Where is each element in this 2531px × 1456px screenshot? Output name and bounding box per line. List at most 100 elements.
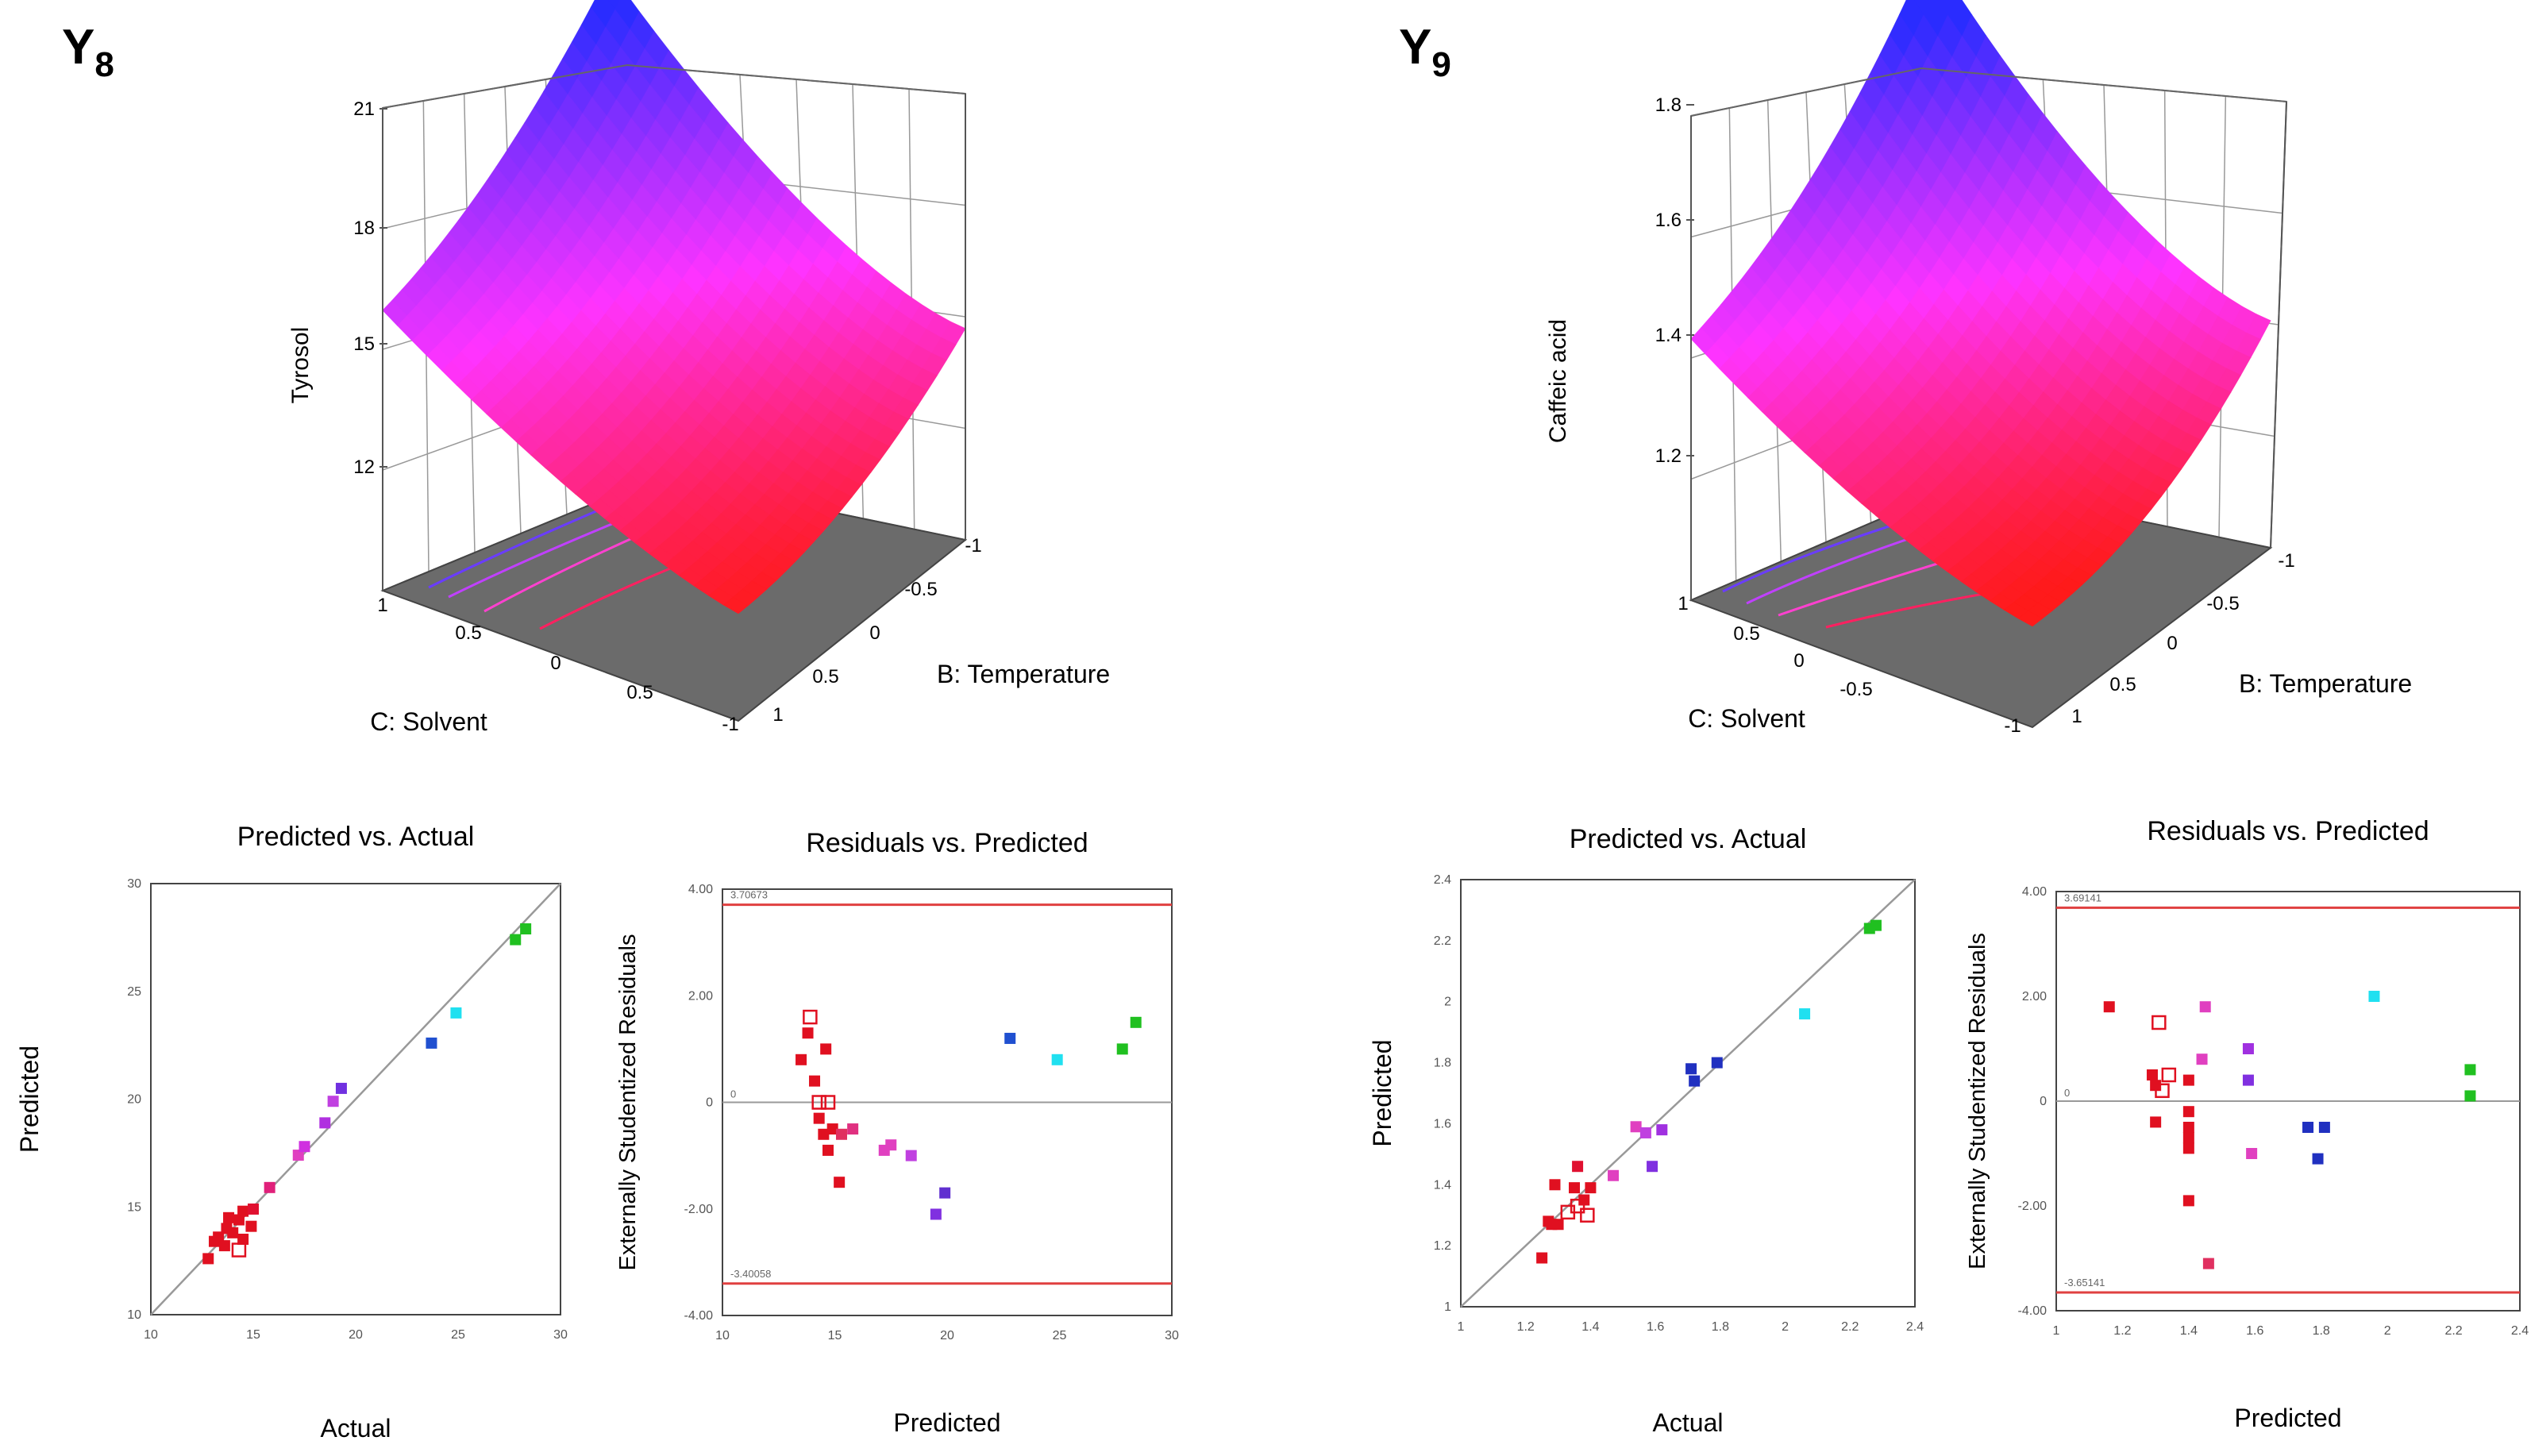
y-axis-title: Predicted	[15, 1046, 44, 1153]
data-point	[426, 1037, 437, 1049]
y-tick-label: 2.00	[688, 989, 713, 1003]
x-tick-label: 30	[1165, 1329, 1179, 1342]
y-tick-label: 2	[1444, 996, 1451, 1009]
y-tick-label: 2.2	[1434, 934, 1451, 948]
x-tick-label: 1.8	[1712, 1320, 1729, 1334]
data-point	[319, 1117, 331, 1129]
y-tick-label: -1	[965, 535, 981, 557]
y-axis-title: B: Temperature	[937, 660, 1110, 688]
panel-label: Y9	[1399, 20, 1451, 84]
data-point	[939, 1187, 951, 1199]
data-point	[1572, 1161, 1584, 1173]
x-axis-title: Actual	[321, 1414, 391, 1443]
data-point-open	[820, 1095, 836, 1110]
data-point	[802, 1027, 814, 1039]
data-point	[213, 1231, 225, 1243]
y-tick-label: -2.00	[2018, 1200, 2048, 1213]
data-point	[335, 1082, 347, 1094]
data-point	[1656, 1124, 1668, 1136]
data-point	[835, 1128, 847, 1140]
x-tick-label: 20	[940, 1329, 954, 1342]
y-axis-title: Externally Studentized Residuals	[1965, 933, 1990, 1269]
data-point	[2302, 1122, 2314, 1133]
x-tick-label: 15	[246, 1328, 260, 1342]
x-tick-label: 2.4	[2511, 1324, 2529, 1338]
x-tick-label: 0.5	[1733, 623, 1759, 645]
data-point-open	[231, 1242, 247, 1258]
x-tick-label: 15	[828, 1329, 842, 1342]
y-tick-label: 10	[127, 1308, 141, 1322]
y-tick-label: 30	[127, 877, 141, 891]
data-point	[820, 1043, 832, 1055]
y-tick-label: 0	[2040, 1095, 2047, 1108]
data-point	[930, 1208, 942, 1220]
y-tick-label: -0.5	[904, 579, 937, 600]
x-tick-label: 1.6	[1647, 1320, 1664, 1334]
data-point	[1647, 1161, 1658, 1173]
panel-label: Y8	[62, 20, 114, 84]
x-tick-label: 1.4	[2180, 1324, 2198, 1338]
data-point	[2242, 1043, 2254, 1054]
data-point	[510, 934, 522, 946]
x-tick-label: 1.4	[1581, 1320, 1599, 1334]
data-point	[1130, 1016, 1142, 1028]
data-point	[2182, 1122, 2194, 1133]
data-point	[2242, 1074, 2254, 1086]
box-top-edge	[1690, 67, 2287, 117]
x-tick-label: 10	[144, 1328, 158, 1342]
data-point	[227, 1227, 239, 1238]
data-point	[2202, 1258, 2214, 1269]
z-tick-label: 15	[353, 333, 375, 355]
x-axis-title: C: Solvent	[370, 707, 487, 736]
zero-label: 0	[2064, 1087, 2070, 1099]
x-tick-label: 1	[377, 595, 387, 616]
upper-limit-label: 3.70673	[730, 889, 768, 901]
data-point	[2318, 1122, 2330, 1133]
box-edge	[2270, 101, 2287, 549]
y-tick-label: 4.00	[688, 883, 713, 896]
data-point	[1870, 919, 1882, 931]
data-point-open	[1580, 1208, 1595, 1223]
data-point	[818, 1128, 830, 1140]
x-tick-label: 1.6	[2246, 1324, 2263, 1338]
y-tick-label: -4.00	[2018, 1304, 2048, 1318]
data-point-open	[803, 1009, 818, 1025]
data-point	[2312, 1153, 2324, 1165]
data-point	[218, 1240, 230, 1252]
y-tick-label: 1	[2071, 706, 2082, 727]
z-tick-label: 21	[353, 98, 375, 120]
data-point	[233, 1214, 245, 1226]
surface-patch	[722, 596, 749, 614]
z-tick-label: 18	[353, 218, 375, 239]
data-point	[1552, 1219, 1564, 1231]
data-point	[2103, 1001, 2115, 1013]
data-point	[1608, 1169, 1620, 1181]
predicted-vs-actual-plot: Predicted vs. Actual 10 15 20 25 30 30 25 20 15 10…	[15, 822, 568, 1443]
x-tick-label: -1	[722, 714, 738, 735]
data-point	[822, 1144, 834, 1156]
y-axis-title: Externally Studentized Residuals	[615, 934, 641, 1271]
data-point	[826, 1123, 838, 1135]
x-tick-label: 1.2	[2113, 1324, 2131, 1338]
data-point	[2196, 1053, 2208, 1065]
z-tick-label: 1.8	[1655, 94, 1682, 116]
y-tick-label: 4.00	[2022, 885, 2047, 899]
x-tick-label: 0.5	[626, 682, 653, 703]
y-tick-label: 0	[706, 1096, 713, 1110]
x-tick-label: -0.5	[1840, 679, 1872, 700]
data-point	[796, 1053, 807, 1065]
x-axis-title: C: Solvent	[1688, 704, 1805, 733]
data-point	[1569, 1182, 1580, 1194]
plot-title: Residuals vs. Predicted	[806, 828, 1088, 858]
plot-title: Residuals vs. Predicted	[2147, 816, 2429, 846]
data-point	[2182, 1132, 2194, 1144]
x-tick-label: 10	[715, 1329, 730, 1342]
y-tick-label: 1	[772, 704, 783, 726]
data-point	[2464, 1064, 2476, 1076]
data-point	[885, 1139, 897, 1151]
x-tick-label: 1.2	[1517, 1320, 1535, 1334]
plot-title: Predicted vs. Actual	[237, 822, 475, 852]
surface-plot: Y8 21 18 15 12 Tyrosol 1 0.5 0 0.5 -1 C: Solvent 1 0.…	[62, 0, 1110, 736]
x-tick-label: 1	[2053, 1324, 2060, 1338]
data-point	[2464, 1090, 2476, 1102]
